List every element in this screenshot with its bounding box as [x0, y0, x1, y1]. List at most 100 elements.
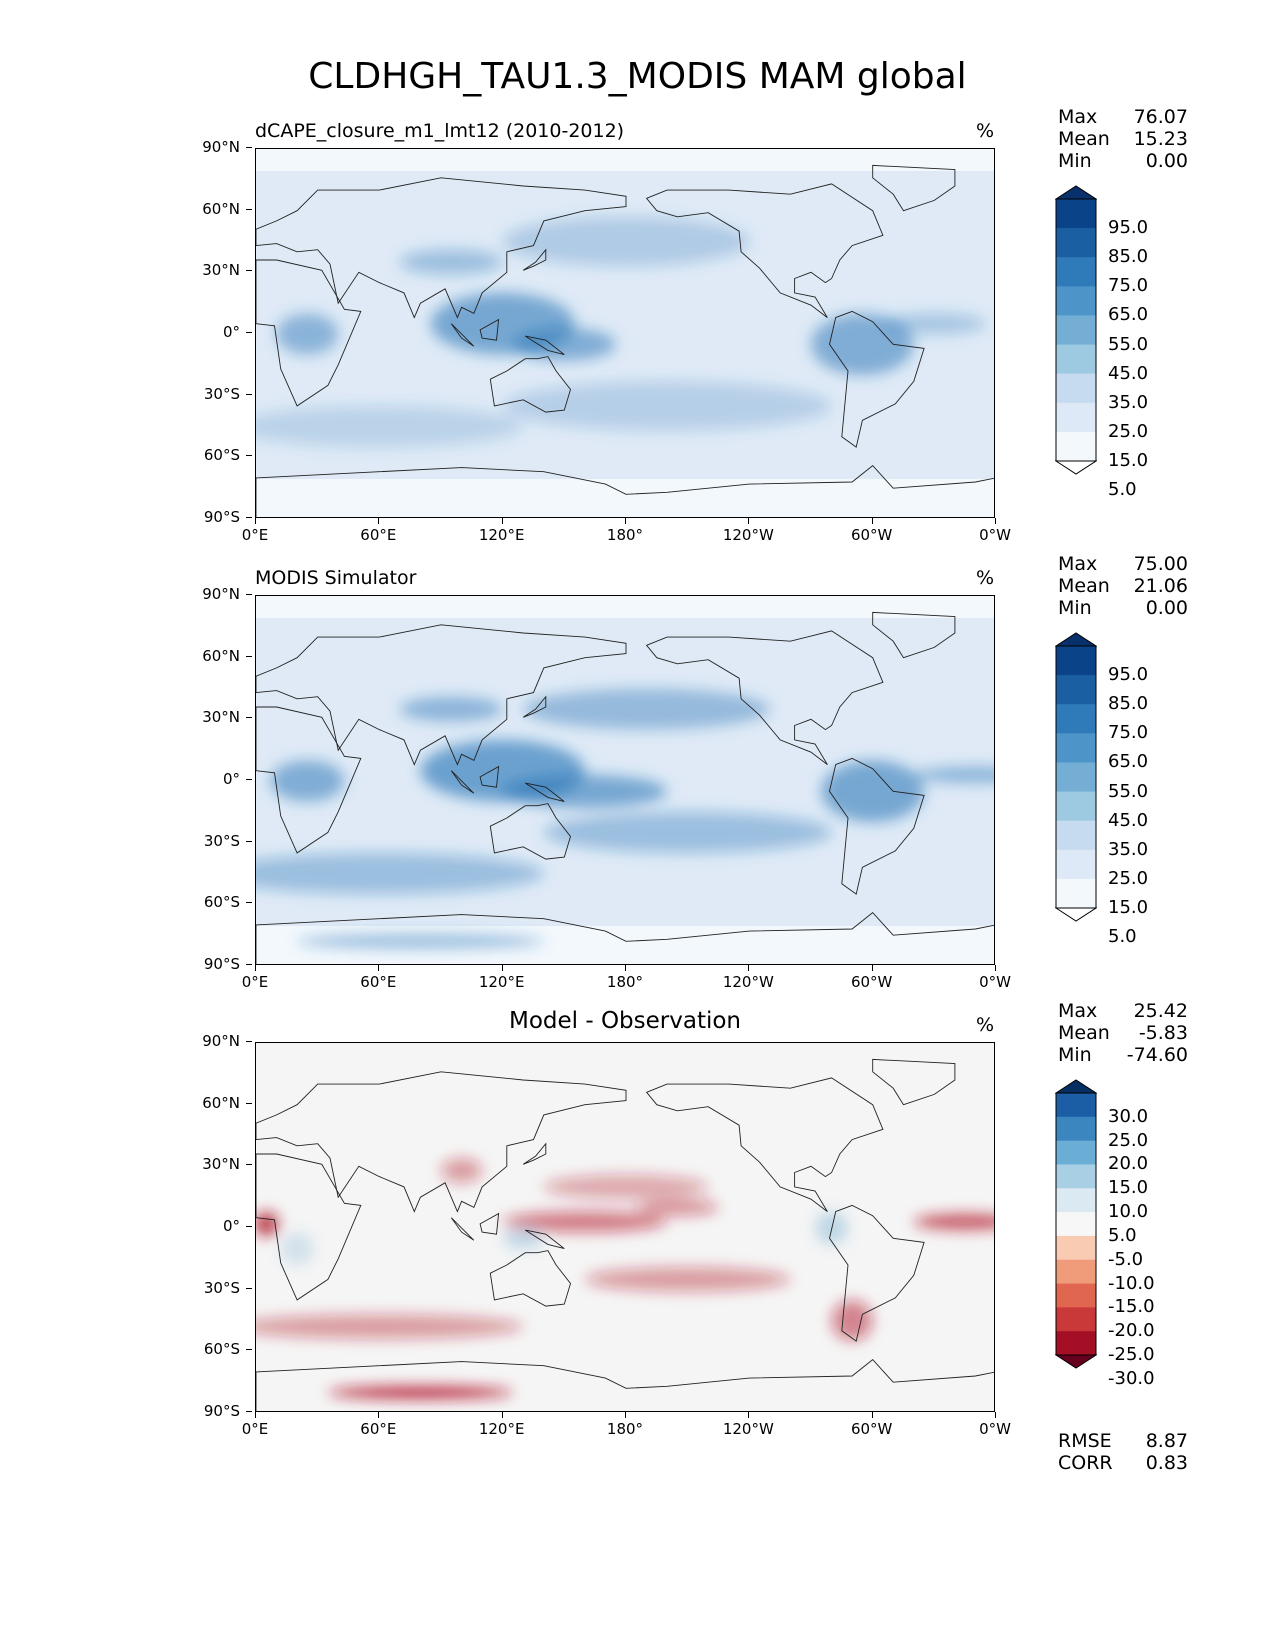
lat-tick-label: 60°N: [180, 647, 252, 665]
colorbar-outline: [1055, 1092, 1097, 1356]
colorbar-tick-label: 15.0: [1108, 1177, 1149, 1199]
colorbar-tick-label: 25.0: [1108, 1129, 1149, 1151]
field-blob: [512, 327, 616, 361]
lat-tick-label: 90°N: [180, 138, 252, 156]
field-blob: [502, 1211, 668, 1233]
stat-value: 0.00: [1145, 150, 1188, 172]
lon-tick-label: 60°E: [348, 1412, 408, 1438]
colorbar-extend-top: [1055, 185, 1097, 200]
field-blob: [256, 405, 524, 448]
field-blob: [256, 1314, 524, 1339]
lon-tick-label: 60°W: [842, 518, 902, 544]
stat-value: 75.00: [1133, 553, 1188, 575]
corr-row: CORR 0.83: [1058, 1452, 1188, 1474]
colorbar-band: [1056, 704, 1096, 734]
field-blob: [399, 249, 503, 275]
coastline: [450, 1217, 475, 1241]
lat-tick-label: 30°N: [180, 708, 252, 726]
panel-subtitle: Model - Observation: [508, 1008, 742, 1034]
lat-tick-label: 30°N: [180, 261, 252, 279]
lon-tick-label: 60°W: [842, 1412, 902, 1438]
figure-title: CLDHGH_TAU1.3_MODIS MAM global: [308, 56, 967, 97]
lon-tick-label: 120°W: [718, 518, 778, 544]
colorbar-tick-label: 25.0: [1108, 420, 1149, 442]
stat-row: Min 0.00: [1058, 597, 1188, 619]
stat-row: Mean 15.23: [1058, 128, 1188, 150]
field-blob: [327, 1386, 513, 1399]
coastline: [872, 1058, 956, 1106]
map-svg: [256, 596, 994, 964]
panel-stats: Max 76.07 Mean 15.23 Min 0.00: [1058, 106, 1188, 172]
colorbar-band: [1056, 1116, 1096, 1142]
coastline: [645, 630, 884, 765]
colorbar-tick-label: 55.0: [1108, 780, 1149, 802]
coastline: [489, 803, 571, 860]
lon-tick-label: 0°W: [965, 1412, 1025, 1438]
stat-row: Mean 21.06: [1058, 575, 1188, 597]
corr-value: 0.83: [1145, 1452, 1188, 1474]
colorbar-band: [1056, 1283, 1096, 1308]
colorbar-band: [1056, 344, 1096, 375]
polar-region-south: [256, 479, 994, 517]
colorbar-tick-label: 5.0: [1108, 926, 1137, 948]
coastline: [256, 911, 994, 964]
colorbar-band: [1056, 1235, 1096, 1261]
colorbar-tick-label: 20.0: [1108, 1153, 1149, 1175]
map-plot-area: [255, 148, 995, 518]
colorbar-tick-label: 45.0: [1108, 809, 1149, 831]
rmse-row: RMSE 8.87: [1058, 1430, 1188, 1452]
colorbar-extend-bottom: [1055, 1354, 1097, 1369]
panel-stats: Max 75.00 Mean 21.06 Min 0.00: [1058, 553, 1188, 619]
colorbar-band: [1056, 1188, 1096, 1213]
polar-region-north: [256, 149, 994, 171]
map-panel-3: Model - Observation% 90°N 60°N 30°N 0° 30°S 60…: [0, 1000, 1275, 1474]
colorbar-band: [1056, 733, 1096, 763]
colorbar-outline: [1055, 645, 1097, 909]
colorbar-tick-label: 65.0: [1108, 751, 1149, 773]
field-contours: [256, 1158, 994, 1399]
stat-label: Min: [1058, 150, 1092, 172]
coastlines: [256, 164, 994, 517]
lat-tick-label: 30°S: [180, 1279, 252, 1297]
map-panel-1: dCAPE_closure_m1_lmt12 (2010-2012)% 90°N 6…: [0, 106, 1275, 580]
lon-tick-label: 0°W: [965, 518, 1025, 544]
field-blob: [913, 766, 994, 784]
colorbar-band: [1056, 1140, 1096, 1165]
lon-tick-label: 120°E: [472, 518, 532, 544]
coastline: [489, 1250, 571, 1307]
map-panel-2: MODIS Simulator% 90°N 60°N 30°N 0° 30°S 60°S 90…: [0, 553, 1275, 1027]
coastline: [256, 1071, 627, 1213]
lat-tick-label: 60°N: [180, 200, 252, 218]
error-stats: RMSE 8.87 CORR 0.83: [1058, 1430, 1188, 1474]
colorbar-band: [1056, 791, 1096, 822]
stat-row: Max 75.00: [1058, 553, 1188, 575]
colorbar-band: [1056, 199, 1096, 229]
coastline: [522, 248, 547, 271]
stat-label: Max: [1058, 553, 1098, 575]
field-blob: [821, 760, 925, 823]
lat-tick-label: 60°S: [180, 1340, 252, 1358]
colorbar-extend-bottom: [1055, 907, 1097, 922]
lon-tick-label: 180°: [595, 965, 655, 991]
lat-tick-label: 30°N: [180, 1155, 252, 1173]
lat-tick-label: 30°S: [180, 385, 252, 403]
coastline: [479, 765, 500, 788]
colorbar-band: [1056, 1164, 1096, 1189]
stat-label: Max: [1058, 106, 1098, 128]
coastline: [522, 695, 547, 718]
field-blob: [502, 1228, 544, 1249]
stat-label: Min: [1058, 1044, 1092, 1066]
field-blob: [502, 774, 668, 808]
lon-tick-label: 120°W: [718, 965, 778, 991]
stat-row: Min 0.00: [1058, 150, 1188, 172]
field-blob: [811, 313, 914, 376]
map-svg: [256, 1043, 994, 1411]
colorbar-band: [1056, 820, 1096, 851]
colorbar-band: [1056, 646, 1096, 676]
colorbar-tick-label: -20.0: [1108, 1320, 1155, 1342]
colorbar-band: [1056, 373, 1096, 404]
coastline: [829, 310, 925, 448]
stat-label: Min: [1058, 597, 1092, 619]
colorbar-band: [1056, 315, 1096, 346]
coastline: [256, 1153, 362, 1301]
